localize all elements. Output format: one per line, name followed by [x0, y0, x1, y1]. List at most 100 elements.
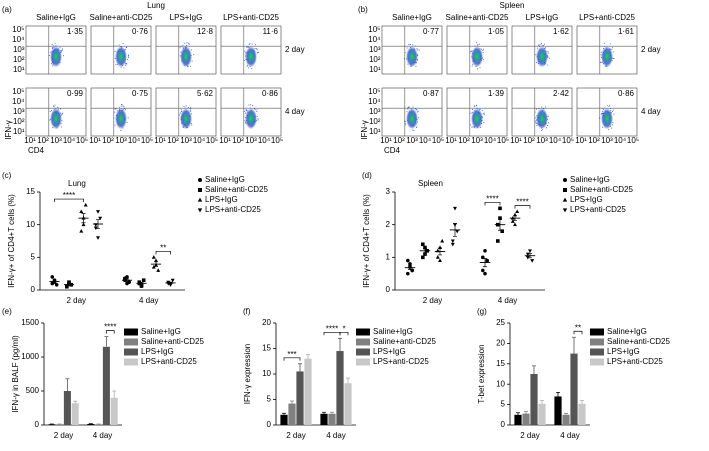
significance-label: **** — [486, 194, 498, 203]
sem-bar — [81, 213, 86, 224]
legend-label: Saline+IgG — [373, 327, 413, 336]
data-point — [496, 239, 500, 243]
x-tick-label: 10² — [458, 136, 470, 145]
y-axis-label: IFN-γ in BALF (pg/ml) — [11, 335, 20, 413]
quadrant-percent: 1·61 — [618, 27, 635, 36]
data-point — [93, 226, 98, 231]
quadrant-percent: 0·75 — [132, 89, 149, 98]
flow-event — [256, 111, 258, 113]
flow-event — [49, 54, 51, 56]
flow-event — [412, 44, 414, 46]
flow-density — [601, 108, 613, 130]
y-tick-label: 5 — [501, 400, 506, 409]
flow-event — [62, 55, 64, 57]
flow-event — [257, 119, 259, 121]
flow-event — [60, 108, 62, 110]
sem-bar — [168, 281, 173, 285]
legend-label: Saline+IgG — [607, 327, 647, 336]
flow-event — [482, 48, 484, 50]
flow-event — [538, 44, 540, 46]
error-bar — [540, 400, 544, 404]
error-bar — [564, 413, 568, 415]
flow-event — [541, 106, 543, 108]
quadrant-percent: 0·77 — [423, 27, 440, 36]
x-tick-label: 10¹ — [510, 136, 522, 145]
flow-event — [613, 58, 615, 60]
flow-event — [471, 65, 473, 67]
flow-event — [418, 49, 420, 51]
flow-event — [407, 108, 409, 110]
legend-label: Saline+IgG — [141, 327, 181, 336]
quadrant-percent: 0·86 — [262, 89, 279, 98]
flow-event — [612, 124, 614, 126]
x-tick-label: 10⁵ — [497, 136, 509, 145]
flow-density — [536, 108, 548, 130]
flow-event — [120, 129, 122, 131]
y-tick-label: 10⁵ — [12, 87, 24, 96]
bar — [320, 413, 328, 425]
significance-label: ** — [575, 323, 581, 332]
flow-event — [191, 60, 193, 62]
legend-swatch — [124, 328, 138, 336]
y-tick-label: 10¹ — [13, 65, 25, 74]
quadrant-percent: 12·8 — [197, 27, 214, 36]
y-tick-label: 5 — [31, 252, 36, 261]
bar — [554, 396, 562, 425]
flow-density — [115, 46, 127, 68]
data-point — [498, 206, 502, 211]
y-axis-label: IFN-γ — [4, 120, 13, 140]
flow-event — [115, 64, 117, 66]
quadrant-percent: 1·39 — [488, 89, 505, 98]
flow-event — [546, 127, 548, 129]
panel-label: (g) — [477, 307, 487, 316]
significance-bracket — [106, 330, 115, 334]
panel-label: (b) — [358, 5, 368, 14]
x-tick-label: 4 day — [560, 431, 580, 440]
legend-label: Saline+anti-CD25 — [570, 185, 633, 194]
flow-event — [471, 126, 473, 128]
data-point — [156, 268, 161, 272]
data-point — [50, 275, 55, 279]
flow-event — [50, 109, 52, 111]
flow-event — [251, 68, 253, 70]
data-point — [123, 276, 127, 281]
error-bar — [516, 412, 520, 415]
flow-event — [185, 44, 187, 46]
flow-event — [244, 50, 246, 52]
flow-event — [478, 43, 480, 45]
flow-event — [125, 46, 127, 48]
error-bar — [338, 337, 342, 352]
y-tick-label: 2 — [386, 220, 391, 229]
flow-event — [59, 47, 61, 49]
x-tick-label: 10³ — [601, 136, 613, 145]
flow-event — [114, 50, 116, 52]
data-point — [421, 255, 425, 260]
y-tick-label: 10³ — [369, 107, 381, 116]
sem-bar — [154, 261, 158, 267]
flow-event — [256, 109, 258, 111]
legend-swatch — [356, 328, 370, 336]
x-tick-label: 10³ — [180, 136, 192, 145]
flow-event — [417, 49, 419, 51]
x-tick-label: 10³ — [471, 136, 483, 145]
legend-label: LPS+anti-CD25 — [607, 357, 663, 366]
flow-event — [417, 110, 419, 112]
x-tick-label: 10³ — [115, 136, 127, 145]
y-tick-label: 10² — [369, 55, 381, 64]
significance-label: **** — [104, 323, 116, 332]
y-axis-label: IFN-γ expression — [243, 344, 252, 404]
flow-event — [479, 67, 481, 69]
flow-density — [180, 46, 192, 68]
data-point — [510, 219, 515, 223]
flow-event — [128, 54, 130, 56]
flow-event — [180, 109, 182, 111]
flow-event — [609, 43, 611, 45]
y-tick-label: 10³ — [13, 45, 25, 54]
flow-event — [178, 114, 180, 116]
x-axis-label: CD4 — [384, 146, 401, 155]
legend-marker — [563, 178, 567, 182]
x-tick-label: 10⁵ — [432, 136, 444, 145]
row-label: 2 day — [641, 45, 661, 54]
flow-event — [470, 124, 472, 126]
y-tick-label: 10 — [496, 379, 505, 388]
